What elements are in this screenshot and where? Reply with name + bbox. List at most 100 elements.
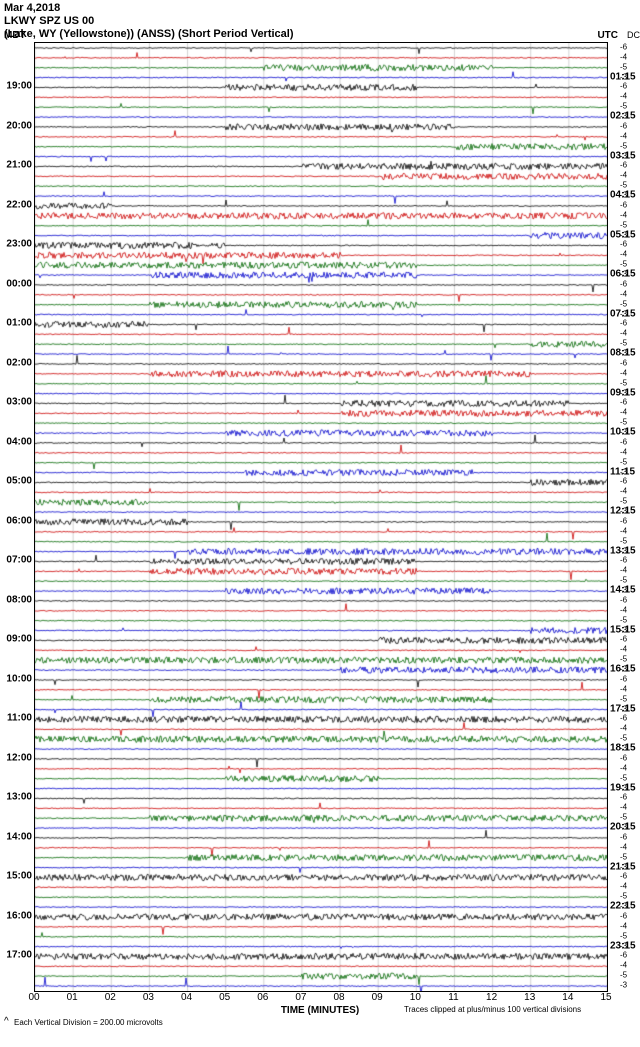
header-block: Mar 4,2018 LKWY SPZ US 00 (Lake, WY (Yel… xyxy=(4,2,294,41)
dc-scale-label: -3 xyxy=(620,823,627,832)
x-tick-label: 07 xyxy=(295,992,306,1003)
x-tick-label: 06 xyxy=(257,992,268,1003)
left-time-label: 11:00 xyxy=(0,713,32,724)
dc-scale-label: -4 xyxy=(620,882,627,891)
dc-scale-label: -5 xyxy=(620,457,627,466)
x-tick-label: 14 xyxy=(562,992,573,1003)
dc-scale-label: -5 xyxy=(620,813,627,822)
header-location: (Lake, WY (Yellowstone)) (ANSS) (Short P… xyxy=(4,28,294,41)
dc-scale-label: -5 xyxy=(620,299,627,308)
left-time-label: 17:00 xyxy=(0,950,32,961)
footer-left: Each Vertical Division = 200.00 microvol… xyxy=(14,1018,163,1027)
dc-scale-label: -3 xyxy=(620,507,627,516)
dc-scale-label: -5 xyxy=(620,852,627,861)
dc-scale-label: -3 xyxy=(620,665,627,674)
dc-scale-label: -5 xyxy=(620,102,627,111)
dc-scale-label: -4 xyxy=(620,250,627,259)
left-time-label: 20:00 xyxy=(0,120,32,131)
dc-scale-label: -6 xyxy=(620,516,627,525)
left-time-label: 22:00 xyxy=(0,199,32,210)
dc-scale-label: -6 xyxy=(620,319,627,328)
dc-scale-label: -3 xyxy=(620,546,627,555)
dc-scale-label: -5 xyxy=(620,62,627,71)
heli-chart xyxy=(34,42,608,992)
left-time-label: 15:00 xyxy=(0,871,32,882)
dc-scale-label: -5 xyxy=(620,497,627,506)
right-axis-title: UTC xyxy=(597,30,618,41)
dc-scale-label: -6 xyxy=(620,121,627,130)
dc-scale-label: -4 xyxy=(620,961,627,970)
left-time-label: 13:00 xyxy=(0,792,32,803)
dc-scale-label: -3 xyxy=(620,704,627,713)
heli-canvas xyxy=(35,43,607,991)
dc-scale-label: -4 xyxy=(620,447,627,456)
x-tick-label: 02 xyxy=(105,992,116,1003)
left-time-label: 05:00 xyxy=(0,476,32,487)
x-tick-label: 10 xyxy=(410,992,421,1003)
dc-scale-label: -5 xyxy=(620,418,627,427)
dc-scale-label: -3 xyxy=(620,783,627,792)
dc-scale-label: -6 xyxy=(620,595,627,604)
x-tick-label: 05 xyxy=(219,992,230,1003)
header-station: LKWY SPZ US 00 xyxy=(4,15,294,28)
dc-title: DC xyxy=(627,30,640,40)
left-time-label: 19:00 xyxy=(0,81,32,92)
dc-scale-label: -5 xyxy=(620,931,627,940)
dc-scale-label: -4 xyxy=(620,645,627,654)
dc-scale-label: -4 xyxy=(620,724,627,733)
left-time-label: 07:00 xyxy=(0,555,32,566)
footer-right: Traces clipped at plus/minus 100 vertica… xyxy=(404,1005,581,1014)
dc-scale-label: -3 xyxy=(620,862,627,871)
x-tick-label: 08 xyxy=(334,992,345,1003)
dc-scale-label: -5 xyxy=(620,892,627,901)
dc-scale-label: -6 xyxy=(620,82,627,91)
dc-scale-label: -4 xyxy=(620,171,627,180)
dc-scale-label: -4 xyxy=(620,131,627,140)
dc-scale-label: -4 xyxy=(620,368,627,377)
dc-scale-label: -4 xyxy=(620,487,627,496)
dc-scale-label: -5 xyxy=(620,339,627,348)
dc-scale-label: -3 xyxy=(620,467,627,476)
seismogram-page: Mar 4,2018 LKWY SPZ US 00 (Lake, WY (Yel… xyxy=(0,0,640,1047)
dc-scale-label: -4 xyxy=(620,921,627,930)
x-tick-label: 15 xyxy=(600,992,611,1003)
x-tick-label: 04 xyxy=(181,992,192,1003)
dc-scale-label: -6 xyxy=(620,161,627,170)
dc-scale-label: -3 xyxy=(620,191,627,200)
dc-scale-label: -3 xyxy=(620,428,627,437)
dc-scale-label: -4 xyxy=(620,52,627,61)
dc-scale-label: -4 xyxy=(620,289,627,298)
x-tick-label: 01 xyxy=(67,992,78,1003)
x-tick-label: 11 xyxy=(448,992,458,1003)
left-time-label: 01:00 xyxy=(0,318,32,329)
dc-scale-label: -5 xyxy=(620,773,627,782)
dc-scale-label: -5 xyxy=(620,734,627,743)
dc-scale-label: -6 xyxy=(620,714,627,723)
caret-icon: ^ xyxy=(4,1016,9,1027)
dc-scale-label: -4 xyxy=(620,526,627,535)
dc-scale-label: -3 xyxy=(620,72,627,81)
dc-scale-label: -3 xyxy=(620,230,627,239)
left-time-label: 09:00 xyxy=(0,634,32,645)
dc-scale-label: -4 xyxy=(620,803,627,812)
dc-scale-label: -4 xyxy=(620,329,627,338)
dc-scale-label: -6 xyxy=(620,437,627,446)
dc-scale-label: -4 xyxy=(620,566,627,575)
dc-scale-label: -4 xyxy=(620,684,627,693)
dc-scale-label: -3 xyxy=(620,902,627,911)
dc-scale-label: -6 xyxy=(620,951,627,960)
dc-scale-label: -3 xyxy=(620,981,627,990)
left-time-label: 04:00 xyxy=(0,436,32,447)
dc-scale-label: -6 xyxy=(620,358,627,367)
header-date: Mar 4,2018 xyxy=(4,2,294,15)
dc-scale-label: -6 xyxy=(620,279,627,288)
dc-scale-label: -5 xyxy=(620,220,627,229)
dc-scale-label: -6 xyxy=(620,872,627,881)
dc-scale-label: -3 xyxy=(620,388,627,397)
left-time-label: 08:00 xyxy=(0,594,32,605)
dc-scale-label: -4 xyxy=(620,842,627,851)
dc-scale-label: -4 xyxy=(620,92,627,101)
dc-scale-label: -4 xyxy=(620,210,627,219)
left-time-label: 12:00 xyxy=(0,752,32,763)
left-axis-title: MDT xyxy=(4,30,26,41)
